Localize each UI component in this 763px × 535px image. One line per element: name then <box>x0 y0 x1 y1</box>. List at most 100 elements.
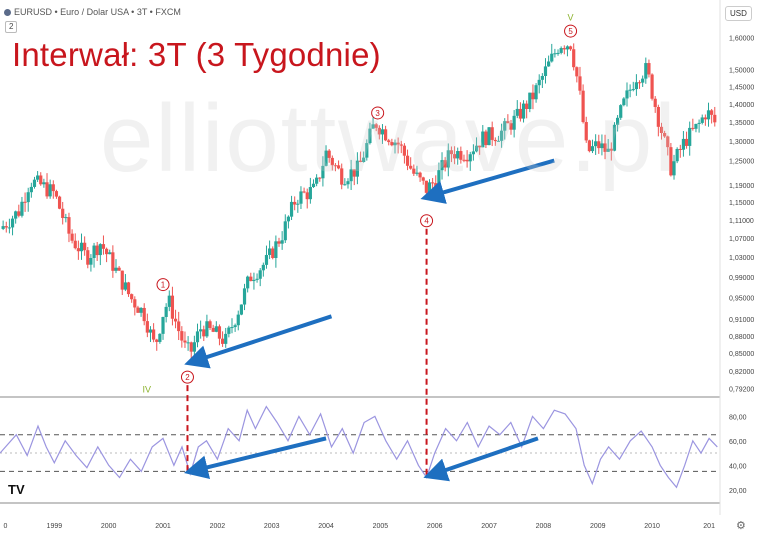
candle-body <box>289 201 294 217</box>
candle-body <box>220 338 225 344</box>
candle-body <box>42 182 46 185</box>
wave-label-circle <box>180 370 194 384</box>
candle-body <box>242 288 247 305</box>
candle-body <box>208 321 212 328</box>
candle-body <box>399 144 403 146</box>
candle-body <box>362 157 366 162</box>
candle-body <box>123 282 127 290</box>
candle-body <box>547 61 551 67</box>
candle-body <box>299 191 303 204</box>
candle-body <box>104 248 109 255</box>
candle-body <box>468 154 472 162</box>
oscillator-axis-label: 20,00 <box>729 488 747 495</box>
wave-label-circle <box>420 214 434 228</box>
candle-body <box>675 148 679 162</box>
currency-button[interactable]: USD <box>725 6 752 21</box>
price-axis-label: 1,19000 <box>729 183 754 190</box>
candle-body <box>700 117 704 123</box>
candle-body <box>553 53 557 55</box>
price-axis-label: 1,15000 <box>729 200 754 207</box>
candle-body <box>490 127 494 140</box>
price-axis-label: 1,45000 <box>729 84 754 91</box>
candle-body <box>609 148 613 151</box>
candle-body <box>493 139 497 142</box>
candle-body <box>70 233 74 241</box>
candle-body <box>628 89 632 91</box>
candle-body <box>321 165 325 179</box>
wave-label-circle <box>371 106 385 120</box>
candle-body <box>114 267 118 271</box>
candle-body <box>672 161 676 176</box>
candle-body <box>48 184 52 197</box>
wave-label-circle <box>156 278 170 292</box>
candle-body <box>283 221 287 241</box>
candle-body <box>152 329 156 340</box>
candle-body <box>133 299 137 308</box>
candle-body <box>550 53 554 62</box>
wave-label-V: V <box>568 12 574 22</box>
candle-body <box>67 217 71 234</box>
candle-body <box>177 321 181 332</box>
candle-body <box>145 321 149 333</box>
candle-body <box>92 245 96 258</box>
candle-body <box>280 240 284 244</box>
candle-body <box>565 46 570 50</box>
candle-body <box>562 48 566 50</box>
candle-body <box>456 151 460 159</box>
candle-body <box>95 245 99 256</box>
price-axis-label: 1,07000 <box>729 236 754 243</box>
candle-body <box>327 150 331 158</box>
candle-body <box>343 184 347 186</box>
oscillator-arrow-wave-2 <box>183 436 327 480</box>
candle-body <box>634 82 639 90</box>
candle-body <box>302 191 306 193</box>
candle-body <box>324 150 328 166</box>
tradingview-logo: TV <box>8 482 25 497</box>
candle-body <box>311 183 316 188</box>
candle-body <box>79 242 84 252</box>
candle-body <box>261 264 265 271</box>
candle-body <box>706 110 711 120</box>
candle-body <box>54 191 59 197</box>
candle-body <box>647 63 651 75</box>
time-axis-label: 2009 <box>590 523 606 530</box>
candle-body <box>581 90 585 123</box>
candle-body <box>352 169 356 177</box>
candle-body <box>587 140 591 152</box>
candle-body <box>255 278 259 280</box>
time-axis-label: 201 <box>703 523 715 530</box>
candle-body <box>449 150 454 155</box>
candle-body <box>277 241 281 244</box>
price-axis-label: 1,11000 <box>729 218 754 225</box>
candle-body <box>525 103 529 109</box>
candle-body <box>405 155 410 166</box>
candle-body <box>499 130 504 141</box>
price-axis-label: 1,60000 <box>729 35 754 42</box>
candle-body <box>155 339 159 342</box>
candle-body <box>637 82 642 84</box>
gear-icon[interactable]: ⚙ <box>736 520 746 532</box>
candle-body <box>45 182 49 197</box>
candle-body <box>258 270 262 279</box>
candle-body <box>130 294 134 300</box>
candle-body <box>340 168 344 185</box>
price-axis-label: 0,91000 <box>729 317 754 324</box>
candle-body <box>681 138 686 150</box>
candle-body <box>368 128 372 144</box>
indicator-count-badge[interactable]: 2 <box>5 21 18 33</box>
candle-body <box>318 177 322 179</box>
candle-body <box>315 177 319 184</box>
candle-body <box>656 106 660 127</box>
candle-body <box>7 227 12 229</box>
candle-body <box>512 115 516 130</box>
candle-body <box>89 257 93 265</box>
symbol-header[interactable]: EURUSD • Euro / Dolar USA • 3T • FXCM <box>4 7 181 17</box>
candle-body <box>101 244 106 249</box>
candle-body <box>1 226 5 229</box>
candle-body <box>506 121 510 124</box>
price-axis-label: 0,95000 <box>729 296 754 303</box>
wave-label-IV: IV <box>142 385 151 395</box>
candle-body <box>61 208 65 218</box>
candle-body <box>478 145 482 148</box>
